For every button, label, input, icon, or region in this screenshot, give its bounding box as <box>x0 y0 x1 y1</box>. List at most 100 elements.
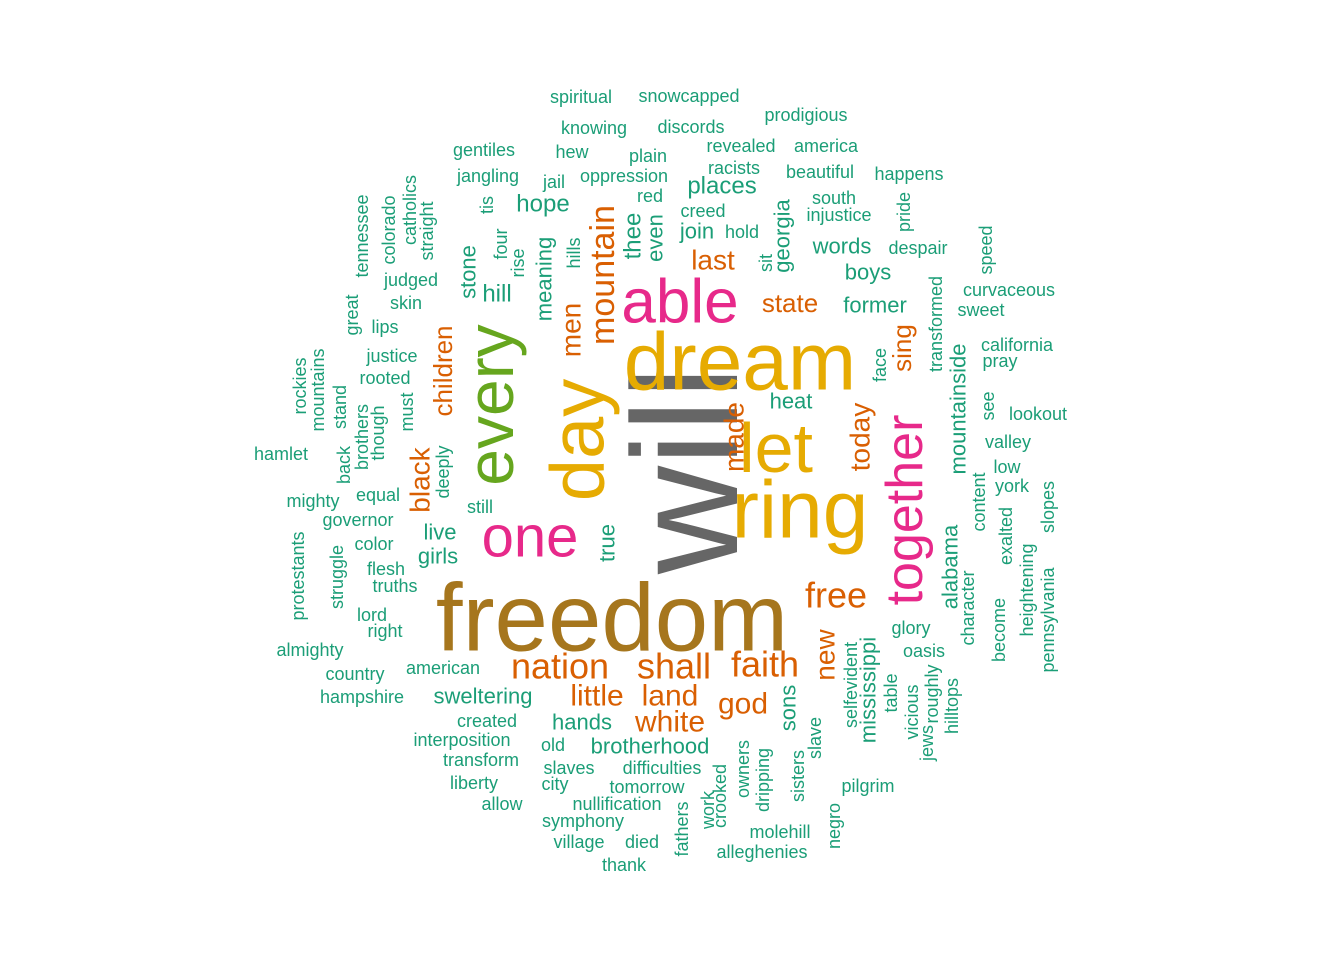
word-pride: pride <box>894 192 914 232</box>
word-governor: governor <box>322 510 393 530</box>
word-liberty: liberty <box>450 773 498 793</box>
word-jangling: jangling <box>456 166 519 186</box>
word-new: new <box>810 629 841 681</box>
word-rise: rise <box>508 248 528 277</box>
word-justice: justice <box>365 346 417 366</box>
word-york: york <box>995 476 1030 496</box>
word-land: land <box>642 680 699 713</box>
word-flesh: flesh <box>367 559 405 579</box>
word-jail: jail <box>542 172 565 192</box>
word-character: character <box>958 570 978 645</box>
word-still: still <box>467 497 493 517</box>
word-georgia: georgia <box>770 199 795 273</box>
word-last: last <box>691 245 735 276</box>
word-spiritual: spiritual <box>550 87 612 107</box>
word-heightening: heightening <box>1017 543 1037 636</box>
word-negro: negro <box>824 803 844 849</box>
word-skin: skin <box>390 293 422 313</box>
word-knowing: knowing <box>561 118 627 138</box>
word-hills: hills <box>564 237 584 268</box>
word-hold: hold <box>725 222 759 242</box>
word-crooked: crooked <box>710 764 730 828</box>
word-california: california <box>981 335 1054 355</box>
word-little: little <box>570 680 623 713</box>
word-faith: faith <box>731 644 799 685</box>
word-content: content <box>969 472 989 531</box>
word-creed: creed <box>680 201 725 221</box>
word-sweet: sweet <box>957 300 1004 320</box>
word-made: made <box>719 402 750 472</box>
word-nation: nation <box>511 646 609 687</box>
word-injustice: injustice <box>806 205 871 225</box>
word-vicious: vicious <box>902 684 922 739</box>
word-oppression: oppression <box>580 166 668 186</box>
word-american: american <box>406 658 480 678</box>
word-country: country <box>325 664 384 684</box>
word-stone: stone <box>456 245 481 299</box>
word-mountain: mountain <box>584 205 622 345</box>
word-god: god <box>718 688 768 721</box>
word-ring: ring <box>732 465 869 556</box>
word-every: every <box>453 324 527 485</box>
word-fathers: fathers <box>672 801 692 856</box>
word-words: words <box>812 234 872 259</box>
word-lookout: lookout <box>1009 404 1067 424</box>
word-roughly: roughly <box>922 664 942 723</box>
word-interposition: interposition <box>413 730 510 750</box>
word-colorado: colorado <box>379 195 399 264</box>
word-symphony: symphony <box>542 811 624 831</box>
word-dream: dream <box>624 317 856 408</box>
word-despair: despair <box>888 238 947 258</box>
word-face: face <box>870 348 890 382</box>
word-catholics: catholics <box>400 175 420 245</box>
word-hamlet: hamlet <box>254 444 308 464</box>
word-stand: stand <box>330 385 350 429</box>
word-table: table <box>881 673 901 712</box>
word-live: live <box>423 520 456 545</box>
word-state: state <box>762 288 818 318</box>
word-today: today <box>845 403 876 472</box>
word-molehill: molehill <box>749 822 810 842</box>
word-beautiful: beautiful <box>786 162 854 182</box>
word-mountains: mountains <box>308 348 328 431</box>
word-white: white <box>634 706 705 739</box>
word-lips: lips <box>371 317 398 337</box>
word-oasis: oasis <box>903 641 945 661</box>
word-four: four <box>491 228 511 259</box>
word-sons: sons <box>776 685 801 731</box>
word-alleghenies: alleghenies <box>716 842 807 862</box>
word-let: let <box>739 409 813 487</box>
word-lord: lord <box>357 605 387 625</box>
word-must: must <box>397 392 417 431</box>
word-true: true <box>595 524 620 562</box>
word-alabama: alabama <box>938 524 963 609</box>
word-selfevident: selfevident <box>841 642 861 728</box>
word-children: children <box>428 325 458 416</box>
word-hope: hope <box>516 191 569 218</box>
word-free: free <box>805 575 867 616</box>
word-gentiles: gentiles <box>453 140 515 160</box>
word-meaning: meaning <box>532 237 557 321</box>
word-snowcapped: snowcapped <box>638 86 739 106</box>
word-places: places <box>687 173 756 200</box>
word-pray: pray <box>982 351 1017 371</box>
word-hands: hands <box>552 710 612 735</box>
word-discords: discords <box>657 117 724 137</box>
word-speed: speed <box>976 225 996 274</box>
word-boys: boys <box>845 260 891 285</box>
word-sweltering: sweltering <box>433 684 532 709</box>
word-equal: equal <box>356 485 400 505</box>
word-created: created <box>457 711 517 731</box>
word-slave: slave <box>805 717 825 759</box>
word-hill: hill <box>482 281 511 308</box>
word-pilgrim: pilgrim <box>841 776 894 796</box>
word-mountainside: mountainside <box>946 344 971 475</box>
word-america: america <box>794 136 859 156</box>
word-pennsylvania: pennsylvania <box>1038 566 1058 672</box>
word-thank: thank <box>602 855 647 875</box>
word-black: black <box>405 446 436 512</box>
word-truths: truths <box>372 576 417 596</box>
word-exalted: exalted <box>996 507 1016 565</box>
word-tennessee: tennessee <box>352 194 372 277</box>
